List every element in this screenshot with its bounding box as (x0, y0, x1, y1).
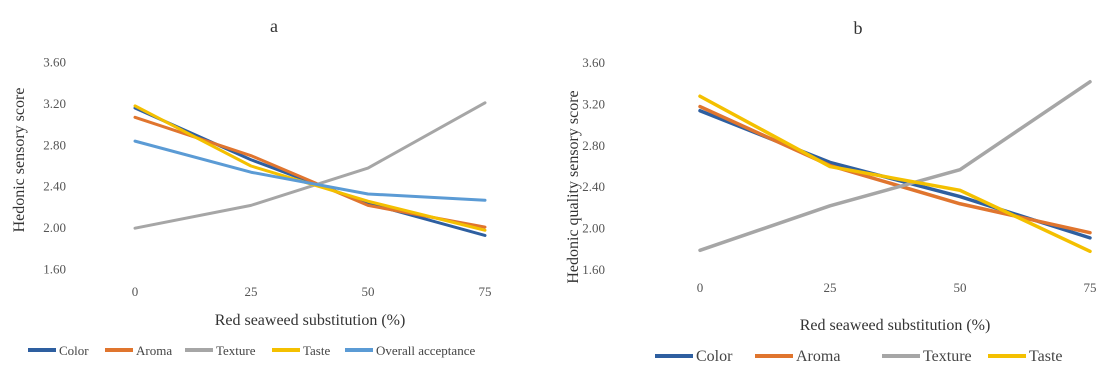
chart-title: a (270, 16, 278, 36)
y-axis-label: Hedonic quality sensory score (565, 90, 582, 283)
legend-label-aroma: Aroma (796, 348, 840, 365)
legend-label-taste: Taste (303, 343, 330, 358)
legend-label-taste: Taste (1029, 348, 1063, 365)
x-tick-label: 0 (132, 284, 139, 299)
legend: Color Aroma Texture Taste Overall acceptance (28, 343, 475, 358)
series-line-taste (698, 94, 1092, 254)
chart-title: b (854, 18, 863, 38)
chart-a: a 1.60 2.00 2.40 2.80 3.20 3.60 0 25 50 75 Red seaw… (11, 16, 492, 358)
y-tick-label: 2.00 (43, 220, 66, 235)
legend-label-texture: Texture (923, 348, 972, 365)
x-tick-label: 50 (954, 280, 967, 295)
y-tick-label: 3.60 (582, 55, 605, 70)
series-line-taste (133, 104, 487, 232)
y-tick-label: 1.60 (582, 262, 605, 277)
legend: Color Aroma Texture Taste (655, 348, 1063, 365)
series-line-aroma (698, 104, 1092, 235)
x-axis-label: Red seaweed substitution (%) (800, 317, 991, 334)
y-tick-label: 2.40 (582, 179, 605, 194)
legend-label-aroma: Aroma (136, 343, 172, 358)
x-tick-label: 25 (245, 284, 258, 299)
legend-label-color: Color (696, 348, 733, 365)
x-tick-label: 25 (824, 280, 837, 295)
y-tick-label: 3.20 (582, 97, 605, 112)
series-line-texture (133, 101, 487, 230)
legend-label-overall-acceptance: Overall acceptance (376, 343, 475, 358)
legend-label-texture: Texture (216, 343, 256, 358)
x-tick-label: 75 (1084, 280, 1097, 295)
y-tick-label: 2.80 (582, 138, 605, 153)
x-tick-label: 75 (479, 284, 492, 299)
y-tick-label: 3.60 (43, 54, 66, 69)
y-axis-label: Hedonic sensory score (11, 88, 28, 233)
y-tick-label: 2.40 (43, 179, 66, 194)
y-tick-label: 1.60 (43, 262, 66, 277)
chart-b: b 1.60 2.00 2.40 2.80 3.20 3.60 0 25 50 75 Red seaw… (565, 18, 1097, 365)
series-line-overall-acceptance (133, 139, 487, 202)
x-tick-label: 0 (697, 280, 704, 295)
y-tick-label: 2.80 (43, 137, 66, 152)
y-tick-label: 2.00 (582, 221, 605, 236)
x-axis-label: Red seaweed substitution (%) (215, 312, 406, 329)
x-tick-label: 50 (362, 284, 375, 299)
legend-label-color: Color (59, 343, 89, 358)
series-line-texture (698, 80, 1092, 253)
y-tick-label: 3.20 (43, 96, 66, 111)
